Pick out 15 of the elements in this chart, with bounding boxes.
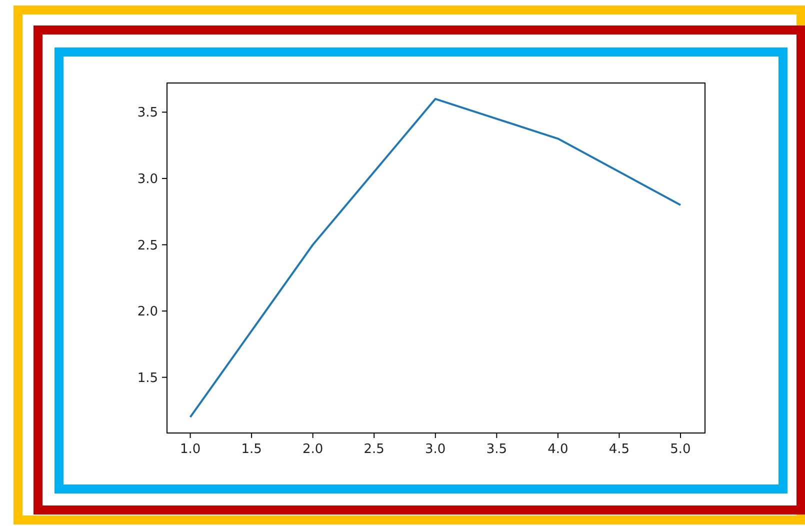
y-tick-label: 2.0: [137, 304, 158, 320]
x-tick-label: 2.5: [364, 442, 384, 457]
x-tick-label: 5.0: [670, 442, 691, 457]
line-series: [189, 98, 682, 418]
x-tick-label: 4.0: [548, 442, 568, 457]
x-tick-label: 3.5: [486, 442, 508, 457]
y-tick-label: 2.5: [137, 238, 158, 254]
x-tick-label: 2.0: [302, 442, 324, 457]
y-tick-label: 1.5: [137, 370, 158, 386]
x-tick-label: 1.5: [241, 442, 262, 457]
y-tick-label: 3.5: [137, 106, 158, 121]
y-tick-label: 3.0: [137, 172, 158, 188]
x-tick-label: 4.5: [608, 442, 630, 457]
x-tick-label: 1.0: [180, 442, 201, 457]
x-tick-label: 3.0: [425, 442, 446, 457]
